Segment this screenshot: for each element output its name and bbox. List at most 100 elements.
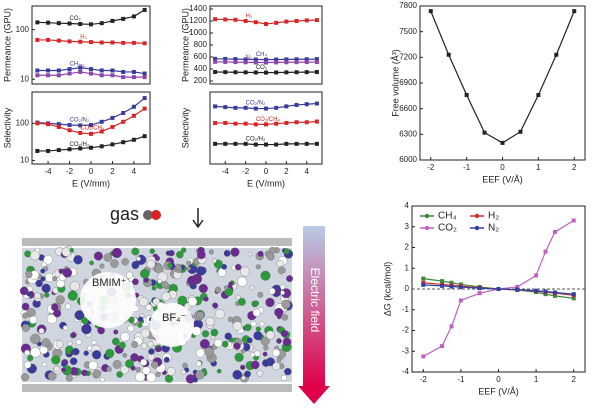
series-line — [430, 10, 575, 144]
atom — [192, 377, 198, 383]
x-tick-label: -4 — [222, 167, 230, 176]
atom — [161, 281, 169, 289]
data-point — [284, 70, 289, 75]
data-point — [89, 145, 93, 150]
atom — [24, 250, 32, 258]
data-point — [304, 57, 309, 62]
x-tick-label: -4 — [45, 167, 53, 176]
atom — [230, 247, 240, 257]
data-point — [572, 9, 577, 14]
atom — [237, 276, 248, 287]
atom — [27, 354, 34, 362]
atom — [176, 250, 184, 259]
data-point — [294, 60, 299, 65]
data-point — [294, 141, 299, 146]
atom — [235, 294, 241, 301]
series-label: H₂ — [80, 34, 87, 40]
atom — [43, 255, 53, 265]
atom — [196, 311, 205, 320]
y-tick-label: -3 — [402, 346, 410, 355]
legend-marker — [424, 225, 430, 231]
series-label: H₂ — [246, 14, 253, 20]
atom — [228, 281, 234, 287]
atom — [92, 369, 102, 379]
data-point — [233, 17, 238, 22]
atom — [260, 336, 270, 346]
data-point — [500, 140, 505, 145]
data-point — [89, 67, 93, 72]
atom — [227, 316, 233, 322]
data-point — [477, 291, 482, 296]
data-point — [78, 123, 83, 128]
y-tick-label: 600 — [194, 52, 208, 61]
atom — [177, 295, 188, 306]
atom — [87, 345, 93, 351]
plot-frame — [31, 5, 151, 85]
data-point — [304, 18, 309, 23]
atom — [244, 323, 252, 332]
atom — [100, 377, 105, 383]
data-point — [515, 287, 520, 292]
data-point — [142, 134, 147, 139]
data-point — [89, 131, 93, 136]
y-tick-label: 6000 — [399, 155, 417, 164]
y-tick-label: 400 — [194, 64, 208, 73]
data-point — [56, 124, 61, 129]
atom — [149, 248, 155, 254]
data-point — [131, 40, 136, 45]
atom — [281, 314, 289, 321]
data-point — [35, 37, 40, 42]
data-point — [142, 71, 147, 76]
atom — [140, 358, 148, 366]
y-tick-label: 1400 — [189, 4, 207, 13]
data-point — [440, 344, 445, 349]
atom — [74, 310, 85, 321]
y-tick-label: 6600 — [399, 104, 417, 113]
legend-marker — [424, 213, 430, 219]
data-point — [477, 286, 482, 291]
data-point — [46, 148, 51, 153]
data-point — [223, 56, 228, 61]
field-arrow-head — [298, 386, 330, 404]
y-tick-label: -4 — [402, 367, 410, 376]
atom — [35, 279, 43, 288]
data-point — [46, 68, 51, 73]
data-point — [99, 129, 104, 134]
data-point — [89, 22, 93, 27]
atom — [146, 372, 157, 383]
gas-arrow — [192, 208, 204, 229]
atom — [286, 275, 293, 282]
atom — [195, 348, 205, 358]
data-point — [223, 70, 228, 75]
data-point — [458, 298, 463, 303]
atom — [103, 253, 113, 262]
atom — [140, 328, 150, 338]
atom — [62, 325, 68, 331]
atom — [97, 326, 105, 335]
atom — [53, 309, 62, 318]
atom — [221, 263, 227, 270]
data-point — [233, 57, 238, 62]
atom — [126, 271, 133, 279]
atom — [91, 340, 97, 345]
atom — [284, 367, 292, 376]
atom — [167, 262, 173, 269]
data-point — [294, 102, 299, 107]
atom — [262, 351, 268, 357]
atom — [250, 352, 256, 358]
data-point — [449, 324, 454, 329]
data-point — [121, 40, 126, 45]
data-point — [446, 52, 451, 57]
atom — [186, 266, 192, 271]
data-point — [264, 122, 268, 127]
atom — [265, 330, 275, 340]
data-point — [35, 20, 40, 25]
atom — [282, 337, 292, 347]
data-point — [56, 73, 61, 78]
y-axis-label: Selectivity — [180, 107, 190, 148]
y-axis-label: Permeance (GPU) — [2, 8, 12, 82]
data-point — [284, 120, 289, 125]
series-label: CH₄ — [256, 52, 268, 58]
y-tick-label: 4 — [405, 201, 410, 210]
atom — [69, 281, 80, 292]
